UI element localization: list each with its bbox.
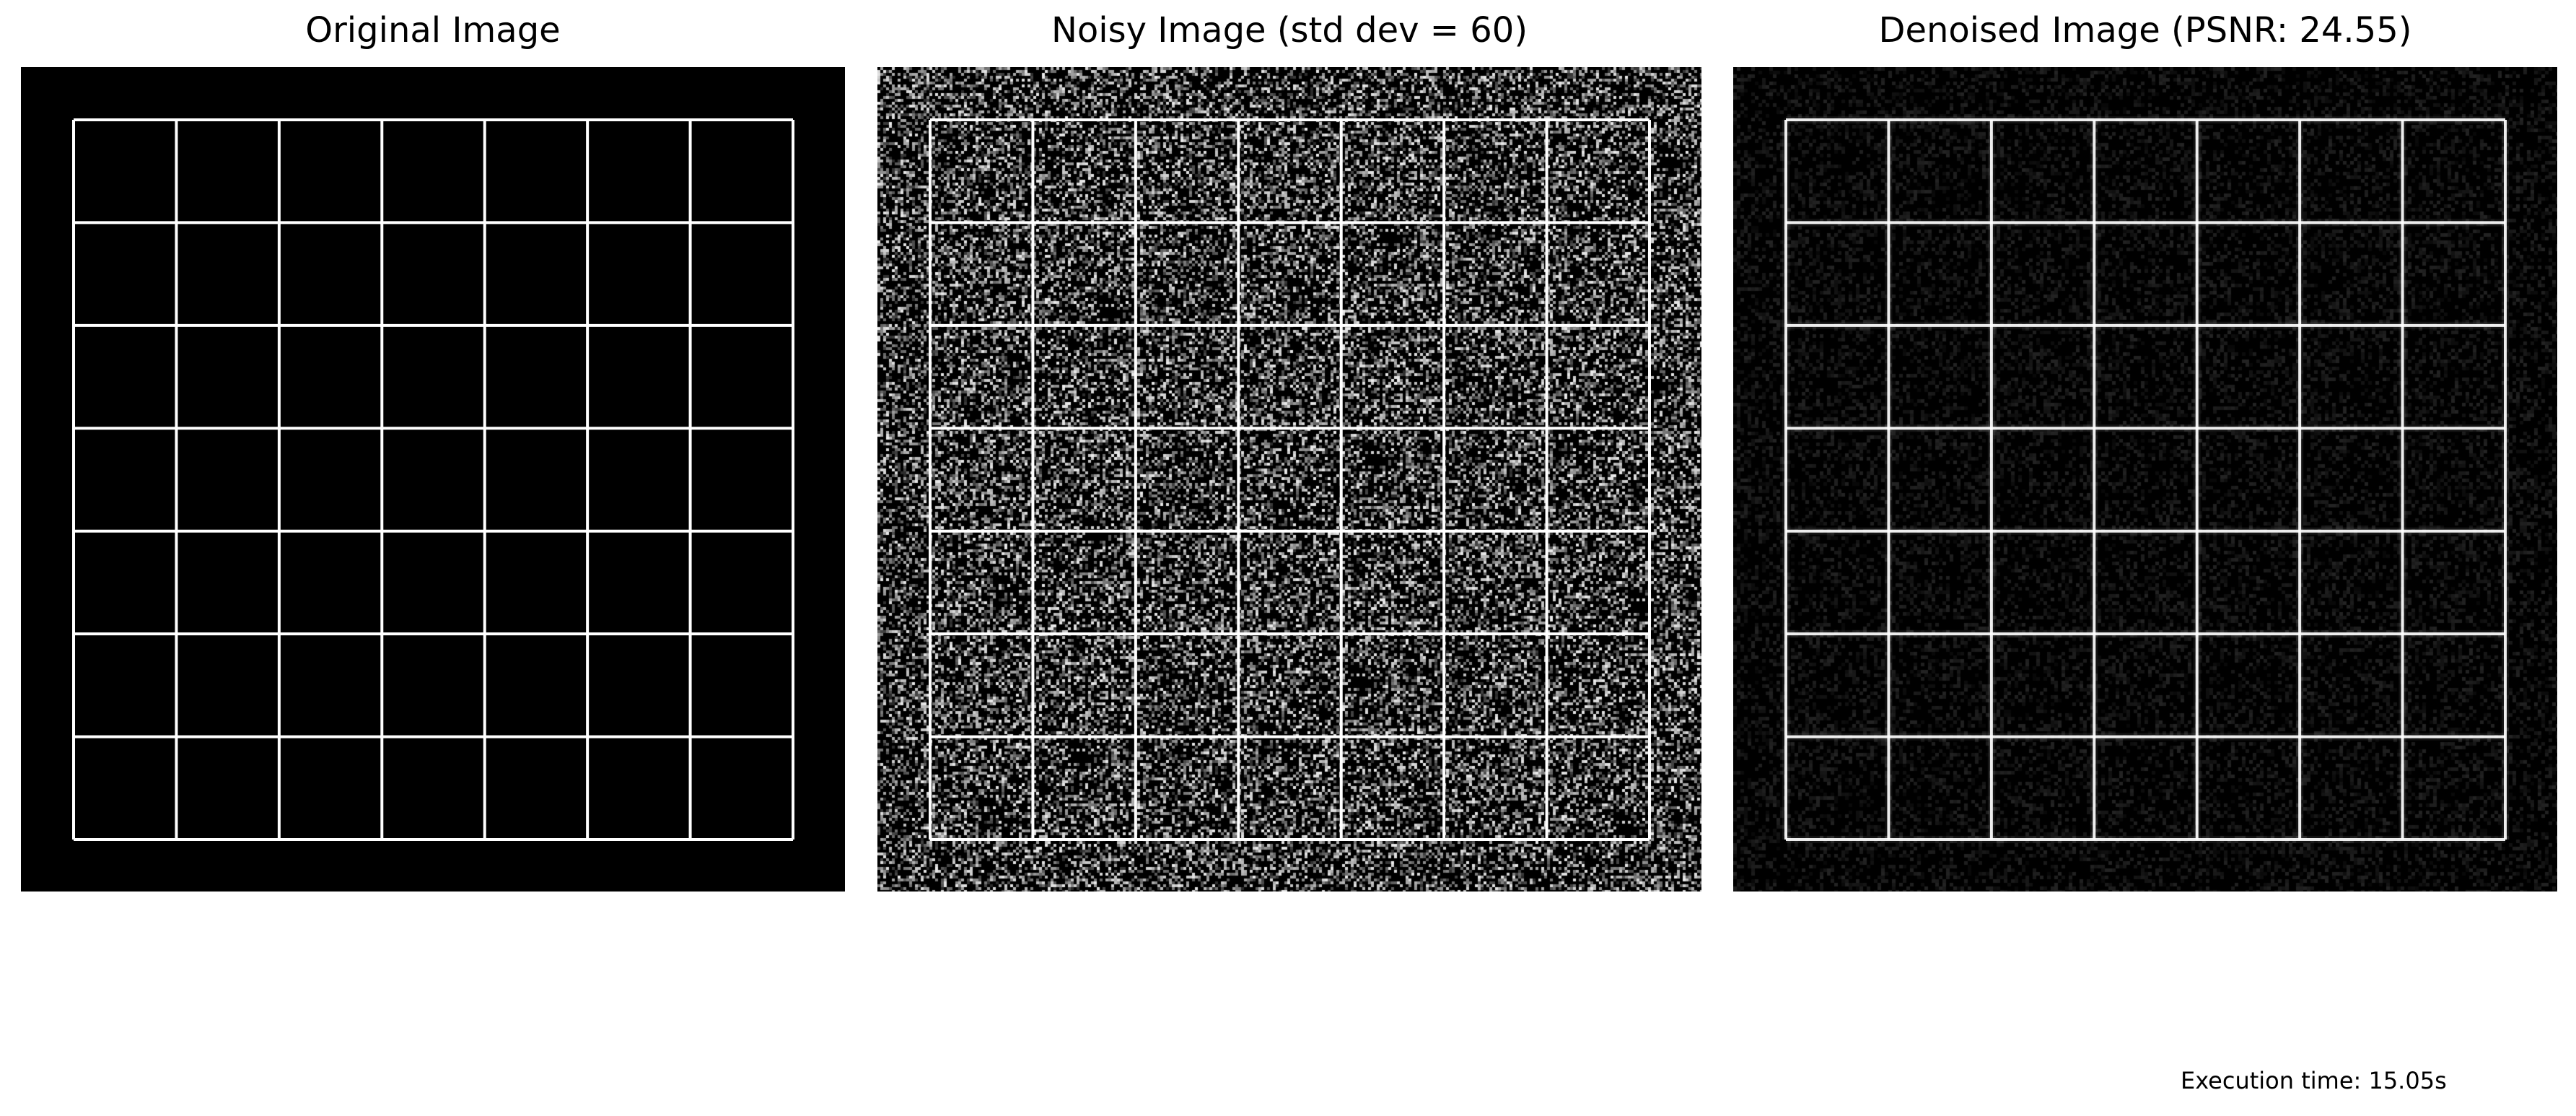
denoised-image	[1733, 67, 2557, 892]
panel-title-noisy: Noisy Image (std dev = 60)	[1051, 10, 1528, 51]
noise-layer-noisy	[877, 67, 1701, 892]
panel-title-denoised: Denoised Image (PSNR: 24.55)	[1878, 10, 2412, 51]
panel-title-original: Original Image	[305, 10, 561, 51]
grid-noisy	[929, 118, 1651, 841]
noisy-image	[877, 67, 1701, 892]
grid-original	[72, 118, 794, 841]
noise-layer-denoised	[1733, 67, 2557, 892]
execution-time-label: Execution time: 15.05s	[2181, 1067, 2447, 1094]
grid-denoised	[1784, 118, 2507, 841]
original-image	[21, 67, 845, 892]
